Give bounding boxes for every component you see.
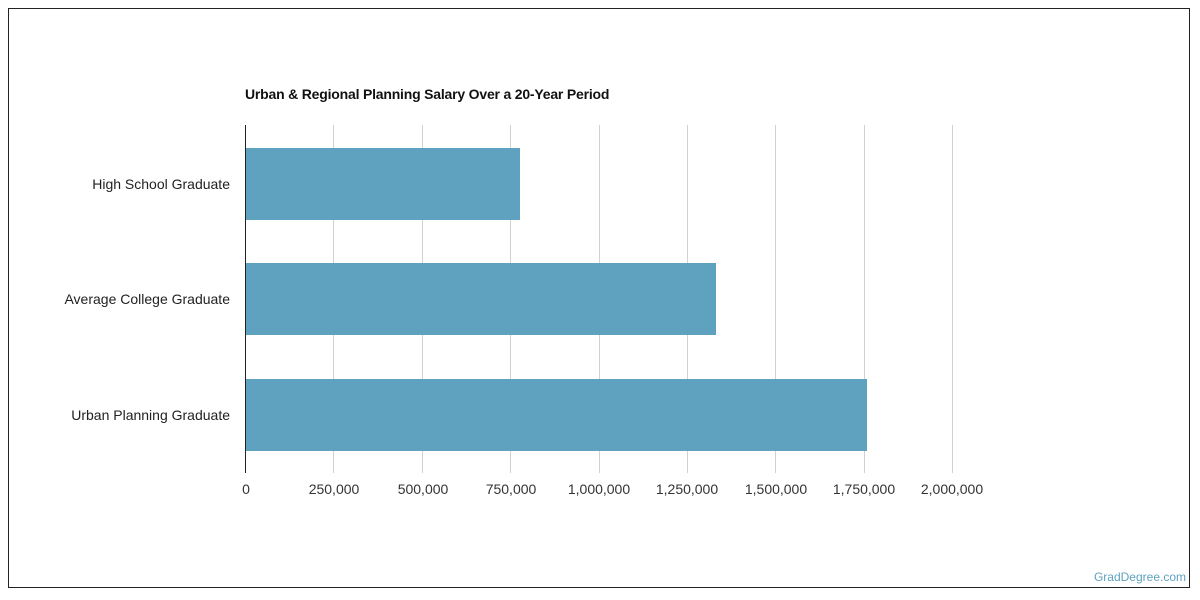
x-tick-label: 1,750,000 <box>832 481 896 497</box>
x-tick-label: 1,500,000 <box>744 481 808 497</box>
plot-area <box>245 125 953 473</box>
brand-link[interactable]: GradDegree.com <box>1093 570 1186 584</box>
y-axis-line <box>245 125 246 473</box>
chart-title: Urban & Regional Planning Salary Over a … <box>245 86 610 102</box>
x-tick-label: 1,000,000 <box>567 481 631 497</box>
bar-urban-planning-graduate <box>245 379 868 451</box>
category-label: High School Graduate <box>92 176 230 192</box>
gridline <box>864 125 865 473</box>
category-label: Average College Graduate <box>64 291 230 307</box>
x-tick-label: 1,250,000 <box>655 481 719 497</box>
x-tick-label: 2,000,000 <box>920 481 984 497</box>
bar-high-school-graduate <box>245 148 521 220</box>
bar-average-college-graduate <box>245 263 716 335</box>
gridline <box>952 125 953 473</box>
x-tick-label: 250,000 <box>308 481 360 497</box>
x-tick-label: 750,000 <box>485 481 537 497</box>
x-tick-label: 500,000 <box>397 481 449 497</box>
category-label: Urban Planning Graduate <box>71 407 230 423</box>
x-tick-label: 0 <box>242 481 250 497</box>
gridline <box>775 125 776 473</box>
